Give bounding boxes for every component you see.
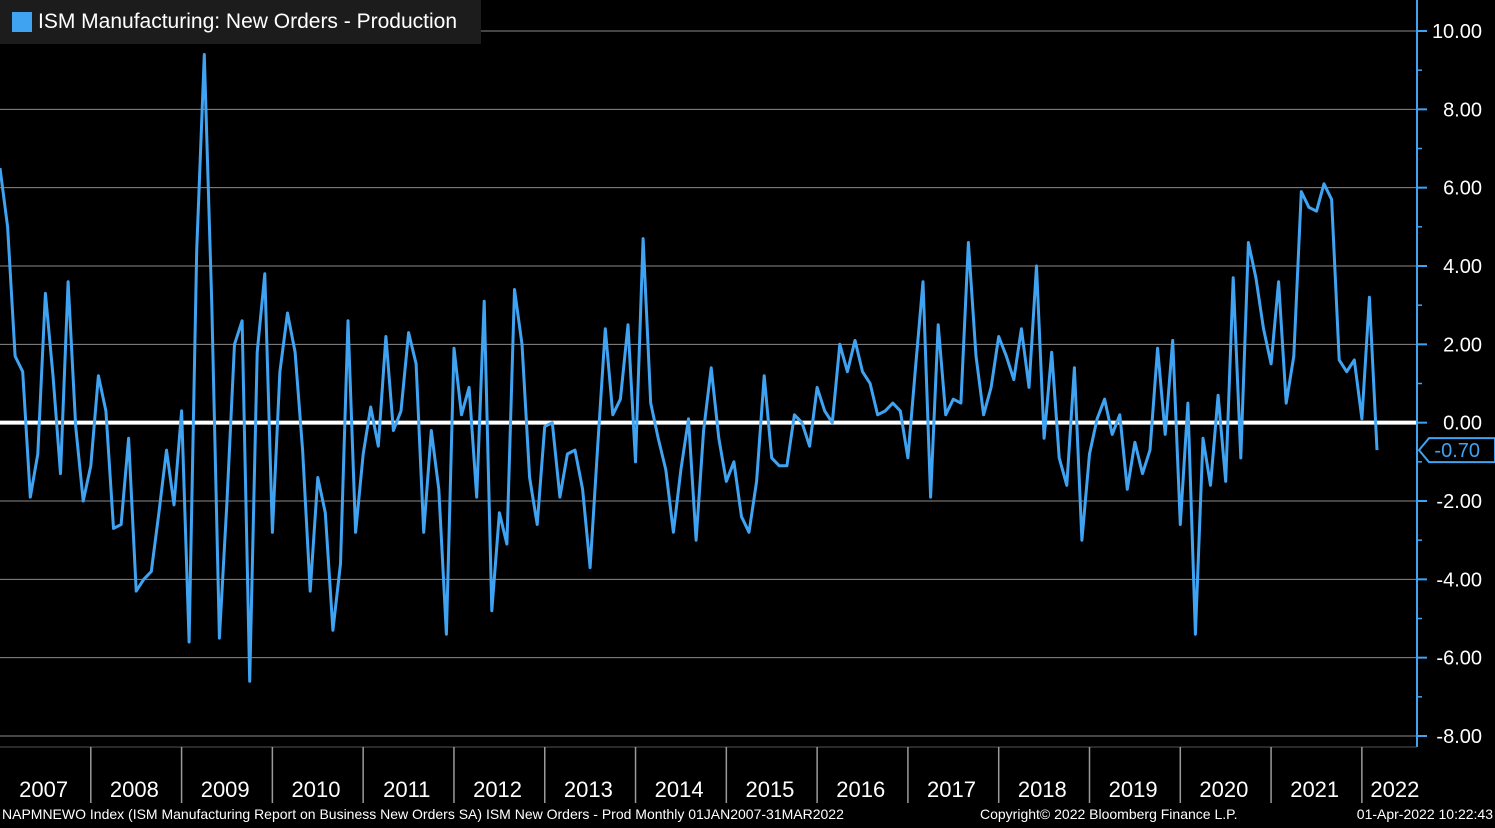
x-tick-label: 2014 [655,777,704,802]
y-tick-label: 2.00 [1443,334,1482,356]
footer-ticker-description: NAPMNEWO Index (ISM Manufacturing Report… [2,806,844,822]
x-axis: 2007 2008 2009 2010 2011 2012 2013 2014 2015 2016… [0,746,1419,803]
x-tick-label: 2010 [292,777,341,802]
legend-label: ISM Manufacturing: New Orders - Producti… [38,10,457,33]
last-value-tag [1417,437,1495,464]
legend-swatch [12,12,32,32]
x-tick-label: 2011 [383,777,430,802]
y-tick-label: -8.00 [1436,726,1482,748]
y-tick-label: 10.00 [1432,21,1482,43]
x-tick-label: 2019 [1109,777,1158,802]
x-tick-label: 2012 [473,777,522,802]
y-tick-label: -2.00 [1436,491,1482,513]
x-tick-label: 2021 [1290,777,1339,802]
y-tick-label: 0.00 [1443,413,1482,435]
legend: ISM Manufacturing: New Orders - Producti… [0,0,481,44]
y-axis: -8.00 -6.00 -4.00 -2.00 0.00 2.00 4.00 6.00 8.00… [1416,0,1495,748]
y-tick-label: -6.00 [1436,648,1482,670]
x-tick-label: 2013 [564,777,613,802]
x-tick-label: 2020 [1199,777,1248,802]
y-tick-label: 6.00 [1443,178,1482,200]
x-tick-label: 2022 [1370,777,1419,802]
x-tick-label: 2007 [19,777,68,802]
series-layer [0,53,1379,683]
footer-timestamp: 01-Apr-2022 10:22:43 [1356,806,1493,822]
x-tick-label: 2016 [836,777,885,802]
last-value-label: -0.70 [1434,440,1480,462]
gridlines [0,30,1417,737]
x-tick-label: 2015 [745,777,794,802]
series-line [0,53,1379,683]
y-tick-label: 8.00 [1443,99,1482,121]
x-tick-label: 2017 [927,777,976,802]
x-tick-label: 2018 [1018,777,1067,802]
y-tick-label: 4.00 [1443,256,1482,278]
footer-copyright: Copyright© 2022 Bloomberg Finance L.P. [980,806,1238,822]
x-tick-label: 2008 [110,777,159,802]
x-tick-label: 2009 [201,777,250,802]
y-tick-label: -4.00 [1436,569,1482,591]
